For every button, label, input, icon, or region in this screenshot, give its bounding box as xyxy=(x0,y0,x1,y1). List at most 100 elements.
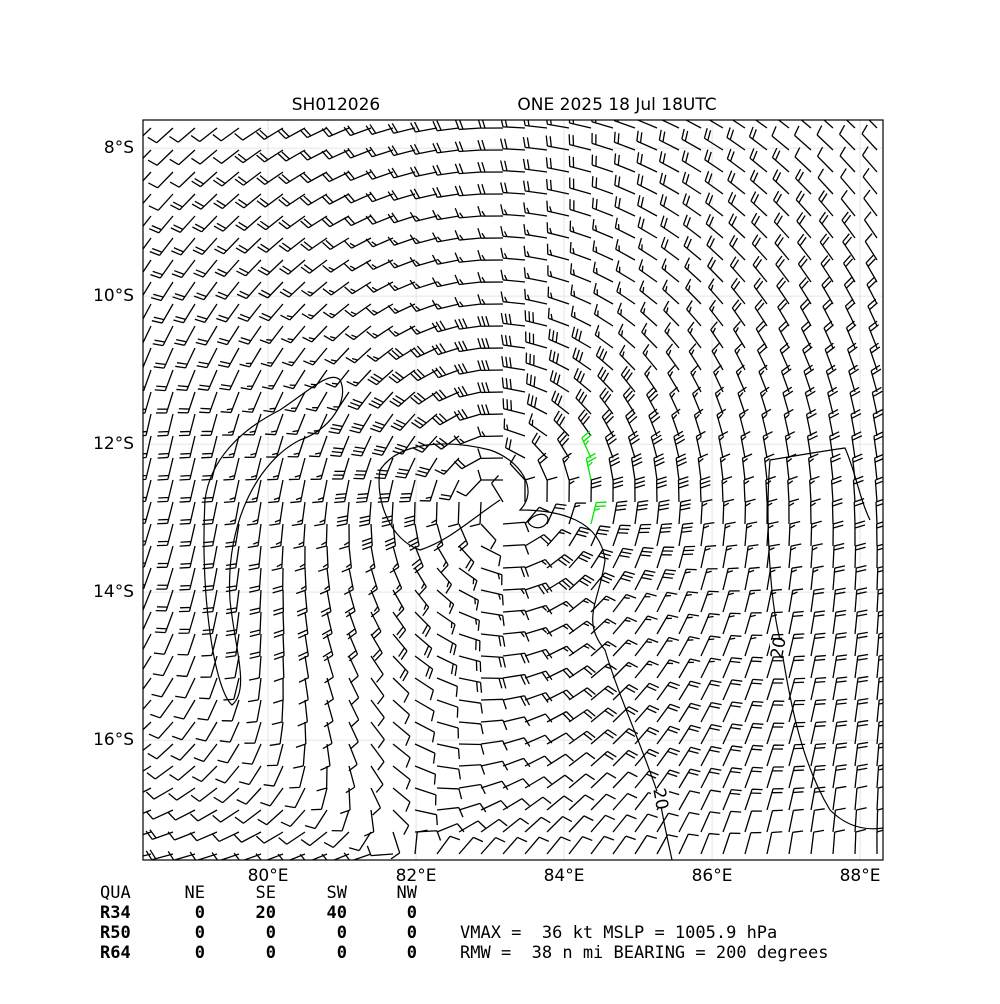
wind-barb xyxy=(149,237,174,257)
wind-barb xyxy=(247,523,262,549)
table-header: QUA xyxy=(100,883,131,903)
wind-barb xyxy=(591,176,614,195)
wind-barb xyxy=(729,256,746,283)
wind-barb xyxy=(370,611,382,640)
wind-barb xyxy=(502,652,530,664)
wind-barb xyxy=(409,143,438,155)
wind-barb xyxy=(688,343,702,371)
wind-barb xyxy=(377,479,394,503)
wind-barb xyxy=(322,281,350,296)
wind-barb xyxy=(500,204,526,217)
wind-barb xyxy=(365,169,394,180)
wind-barb xyxy=(322,303,350,319)
wind-barb xyxy=(149,215,174,234)
wind-barb xyxy=(634,682,660,701)
wind-barb xyxy=(200,655,218,678)
wind-barb xyxy=(458,633,481,652)
wind-barb xyxy=(524,558,553,569)
wind-barb xyxy=(805,408,817,437)
wind-barb xyxy=(409,166,438,178)
wind-barb xyxy=(392,611,407,639)
wind-barb xyxy=(280,303,306,321)
wind-barb xyxy=(143,413,152,437)
wind-barb xyxy=(744,498,756,525)
wind-barb xyxy=(656,636,680,657)
wind-barb xyxy=(612,792,638,811)
wind-barb xyxy=(480,611,505,626)
wind-barb xyxy=(639,280,658,305)
wind-barb xyxy=(634,592,657,613)
wind-barb xyxy=(678,702,701,723)
wind-barb xyxy=(752,255,768,283)
wind-barb xyxy=(744,656,763,679)
wind-barb xyxy=(212,149,240,164)
wind-barb xyxy=(590,548,614,569)
wind-barb xyxy=(571,326,592,349)
wind-barb xyxy=(291,501,306,527)
wind-barb xyxy=(627,430,640,459)
wind-barbs xyxy=(143,120,883,860)
wind-barb xyxy=(810,498,821,525)
wind-barb xyxy=(744,678,764,701)
wind-barb xyxy=(293,523,306,549)
wind-barb xyxy=(502,673,530,685)
wind-barb xyxy=(876,829,883,855)
wind-barb xyxy=(523,202,548,217)
wind-barb xyxy=(191,171,218,188)
wind-barb xyxy=(477,360,504,372)
wind-barb xyxy=(572,347,592,371)
wind-barb xyxy=(569,220,592,239)
wind-barb xyxy=(151,677,174,698)
wind-barb xyxy=(370,633,383,662)
wind-barb xyxy=(367,369,394,386)
wind-barb xyxy=(546,711,575,723)
wind-barb xyxy=(453,457,482,470)
wind-barb xyxy=(546,528,572,547)
wind-barb xyxy=(851,431,863,459)
wind-barb xyxy=(314,501,328,527)
wind-barb xyxy=(829,431,841,459)
wind-barb xyxy=(722,634,742,657)
wind-barb xyxy=(170,743,196,761)
wind-barb xyxy=(300,259,328,274)
wind-barb xyxy=(271,699,284,726)
wind-barb xyxy=(568,665,596,679)
wind-barb xyxy=(771,126,790,151)
wind-barb xyxy=(797,255,812,283)
wind-barb xyxy=(590,750,617,767)
wind-barb xyxy=(537,452,548,481)
wind-barb xyxy=(501,356,526,371)
wind-barb xyxy=(249,589,262,616)
wind-barb xyxy=(316,765,328,792)
wind-barb xyxy=(795,190,812,217)
wind-barb xyxy=(804,386,816,415)
wind-barb xyxy=(524,836,550,855)
wind-barb xyxy=(143,457,152,481)
wind-barb xyxy=(546,815,573,833)
wind-barb xyxy=(399,479,416,503)
wind-barb xyxy=(414,809,438,826)
wind-barb xyxy=(409,325,438,335)
wind-barb xyxy=(156,391,174,414)
wind-barb xyxy=(284,391,306,413)
wind-barb xyxy=(546,623,575,635)
wind-barb xyxy=(863,211,878,239)
wind-barb xyxy=(480,836,506,855)
wind-barb xyxy=(658,129,680,151)
wind-barb xyxy=(278,193,306,207)
wind-barb xyxy=(612,570,636,591)
wind-barb xyxy=(365,191,394,203)
wind-barb xyxy=(218,347,240,368)
table-cell: 0 xyxy=(266,923,276,943)
wind-barb xyxy=(551,390,570,415)
row-label: R34 xyxy=(100,903,131,923)
wind-barb xyxy=(143,787,152,793)
wind-barb xyxy=(700,789,721,811)
wind-barb xyxy=(143,633,152,651)
wind-barb xyxy=(300,215,328,229)
wind-barb xyxy=(793,125,812,151)
wind-barb xyxy=(477,205,504,217)
wind-barb xyxy=(213,215,240,232)
wind-barb xyxy=(876,720,883,745)
wind-barb xyxy=(615,239,636,261)
